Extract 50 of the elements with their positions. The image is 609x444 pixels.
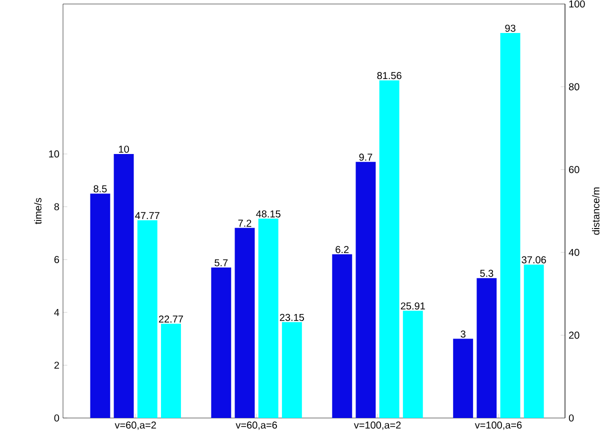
bar	[160, 324, 181, 418]
bar	[211, 268, 232, 418]
bar	[476, 278, 497, 418]
x-tick-label: v=60,a=6	[236, 422, 277, 430]
bar	[379, 80, 400, 418]
bar	[332, 254, 352, 418]
y-tick-label: 10	[49, 150, 60, 158]
data-label: 5.7	[214, 259, 228, 266]
bar	[282, 322, 302, 418]
data-label: 23.15	[280, 314, 304, 321]
y-tick-label: 2	[54, 362, 59, 369]
data-label: 81.56	[377, 72, 402, 80]
bar	[234, 228, 255, 418]
data-label: 22.77	[158, 316, 183, 323]
y2-tick-label: 100	[569, 0, 585, 8]
x-tick-label: v=60,a=2	[114, 422, 156, 430]
bar	[137, 220, 158, 418]
bar	[356, 162, 376, 418]
data-label: 7.2	[238, 220, 252, 227]
y2-tick-label: 20	[569, 332, 580, 339]
data-label: 9.7	[359, 154, 372, 161]
x-tick-label: v=100,a=6	[474, 422, 522, 430]
data-label: 48.15	[256, 210, 280, 218]
y-tick-label: 8	[54, 203, 60, 210]
y2-tick-label: 40	[568, 248, 580, 256]
y2-tick-label: 80	[568, 83, 580, 90]
bar	[453, 338, 474, 418]
bar	[90, 194, 110, 418]
data-label: 10	[118, 146, 129, 153]
data-label: 25.91	[400, 302, 425, 310]
bar	[500, 32, 520, 418]
y2-axis-title: distance/m	[592, 187, 600, 235]
bar	[114, 154, 134, 418]
x-tick-label: v=100,a=2	[354, 422, 401, 430]
bar	[524, 264, 544, 418]
y2-tick-label: 60	[569, 166, 580, 174]
y-tick-label: 6	[54, 256, 60, 264]
y-tick-label: 4	[54, 308, 60, 316]
data-label: 6.2	[336, 246, 349, 254]
y2-tick-label: 0	[568, 414, 574, 422]
bar	[402, 310, 423, 418]
data-label: 8.5	[94, 185, 107, 192]
data-label: 3	[460, 330, 466, 338]
data-label: 47.77	[135, 212, 160, 220]
y-axis-title: time/s	[34, 198, 42, 224]
data-label: 5.3	[480, 270, 494, 277]
bar	[258, 218, 278, 418]
y-tick-label: 0	[54, 414, 60, 422]
data-label: 93	[505, 24, 516, 32]
data-label: 37.06	[522, 256, 546, 264]
